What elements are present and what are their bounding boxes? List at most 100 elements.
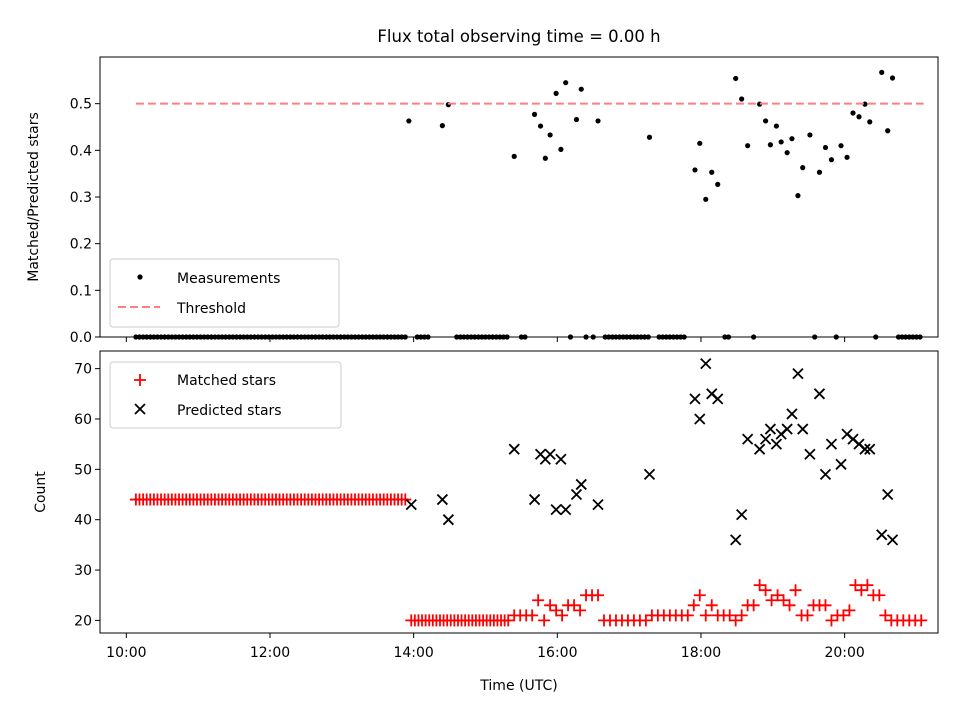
matched-stars-point: [568, 599, 581, 612]
predicted-stars-point: [819, 468, 832, 481]
predicted-stars-point: [781, 423, 793, 435]
bottom-legend-box: [109, 361, 342, 429]
measurements-point: [844, 154, 850, 160]
matched-stars-point: [729, 614, 742, 627]
matched-stars-point: [538, 614, 551, 627]
matched-stars-point: [789, 584, 802, 597]
y-tick-label: 0.4: [70, 143, 92, 159]
measurements-point: [715, 181, 721, 187]
legend-measurements-label: Measurements: [177, 271, 280, 287]
y-tick-label: 40: [74, 513, 92, 529]
matched-stars-point: [574, 604, 587, 617]
measurements-point: [879, 69, 885, 75]
matched-stars-point: [735, 609, 748, 622]
matched-stars-point: [861, 579, 874, 592]
measurements-point: [885, 128, 891, 134]
predicted-stars-point: [742, 433, 754, 445]
measurements-point: [856, 114, 862, 120]
top-y-ticks: 0.0 0.1 0.2 0.3 0.4 0.5: [70, 97, 100, 346]
matched-stars-point: [777, 594, 790, 607]
predicted-stars-point: [730, 534, 742, 546]
predicted-stars-point: [694, 413, 706, 425]
predicted-stars-point: [550, 503, 562, 516]
matched-stars-point: [532, 594, 545, 607]
predicted-stars-point: [859, 443, 871, 455]
measurements-point: [563, 80, 569, 86]
matched-stars-point: [843, 604, 856, 617]
predicted-stars-point: [570, 488, 583, 501]
x-tick-label: 14:00: [393, 645, 433, 661]
measurements-point: [595, 118, 601, 124]
predicted-stars-point: [442, 514, 455, 526]
y-tick-label: 0.1: [70, 283, 92, 299]
predicted-stars-point: [886, 534, 899, 546]
measurements-point: [511, 153, 517, 159]
predicted-stars-point: [643, 468, 656, 481]
matched-stars-point: [771, 589, 784, 602]
predicted-stars-point: [689, 393, 701, 405]
bottom-legend: Matched stars Predicted stars: [109, 361, 342, 429]
legend-predicted-marker: [134, 403, 146, 415]
matched-stars-point: [399, 493, 412, 506]
matched-stars-point: [753, 579, 766, 592]
bottom-y-ticks: 20 30 40 50 60 70: [74, 362, 100, 629]
x-tick-label: 18:00: [681, 645, 721, 661]
y-tick-label: 0.3: [70, 190, 92, 206]
matched-stars-point: [765, 594, 778, 607]
legend-matched-label: Matched stars: [177, 373, 276, 389]
predicted-stars-point: [753, 443, 766, 455]
matched-stars-point: [687, 599, 700, 612]
matched-stars-point: [819, 599, 832, 612]
predicted-stars-point: [712, 393, 724, 405]
predicted-stars-point: [804, 448, 816, 460]
matched-stars-point: [705, 599, 718, 612]
measurements-point: [867, 119, 873, 125]
measurements-point: [767, 142, 774, 148]
y-tick-label: 20: [74, 613, 92, 629]
measurements-point: [745, 143, 751, 149]
predicted-stars-point: [813, 388, 826, 400]
measurements-point: [763, 118, 769, 124]
measurements-point: [795, 193, 801, 199]
measurements-point: [542, 155, 548, 161]
measurements-point: [646, 134, 653, 140]
x-tick-label: 16:00: [537, 645, 577, 661]
matched-stars-point: [723, 609, 736, 622]
predicted-stars-point: [770, 438, 783, 450]
measurements-point: [789, 136, 795, 142]
top-x-ticks: [125, 337, 846, 342]
top-legend-box: [109, 258, 340, 328]
matched-stars-point: [639, 614, 652, 627]
matched-stars-point: [550, 604, 563, 617]
top-y-axis-label: Matched/Predicted stars: [26, 112, 42, 282]
measurements-point: [692, 167, 698, 173]
predicted-stars-point: [436, 493, 449, 506]
predicted-stars-point: [560, 503, 572, 516]
measurements-point: [733, 75, 739, 82]
measurements-point: [578, 86, 584, 92]
matched-stars-point: [681, 609, 694, 622]
matched-stars-point: [837, 609, 850, 622]
y-tick-label: 0.5: [70, 97, 92, 113]
measurements-point: [439, 123, 445, 129]
predicted-stars-point: [835, 458, 847, 470]
x-tick-label: 20:00: [824, 645, 864, 661]
x-tick-label: 10:00: [106, 645, 146, 661]
y-tick-label: 50: [74, 462, 92, 478]
measurements-point: [703, 196, 709, 202]
x-tick-label: 12:00: [250, 645, 290, 661]
measurements-point: [822, 144, 829, 151]
matched-stars-point: [801, 609, 814, 622]
measurements-point: [537, 123, 544, 129]
predicted-stars-point: [797, 423, 809, 435]
matched-stars-point: [879, 609, 892, 622]
top-panel: 0.0 0.1 0.2 0.3 0.4 0.5 Matched/Predicted sta…: [26, 56, 939, 346]
measurements-point: [406, 118, 412, 124]
x-axis-label: Time (UTC): [479, 678, 557, 694]
predicted-stars-point: [575, 478, 587, 491]
matched-stars-point: [915, 614, 928, 627]
y-tick-label: 0.0: [70, 330, 92, 346]
predicted-stars-point: [555, 453, 567, 465]
measurements-point: [553, 90, 559, 96]
